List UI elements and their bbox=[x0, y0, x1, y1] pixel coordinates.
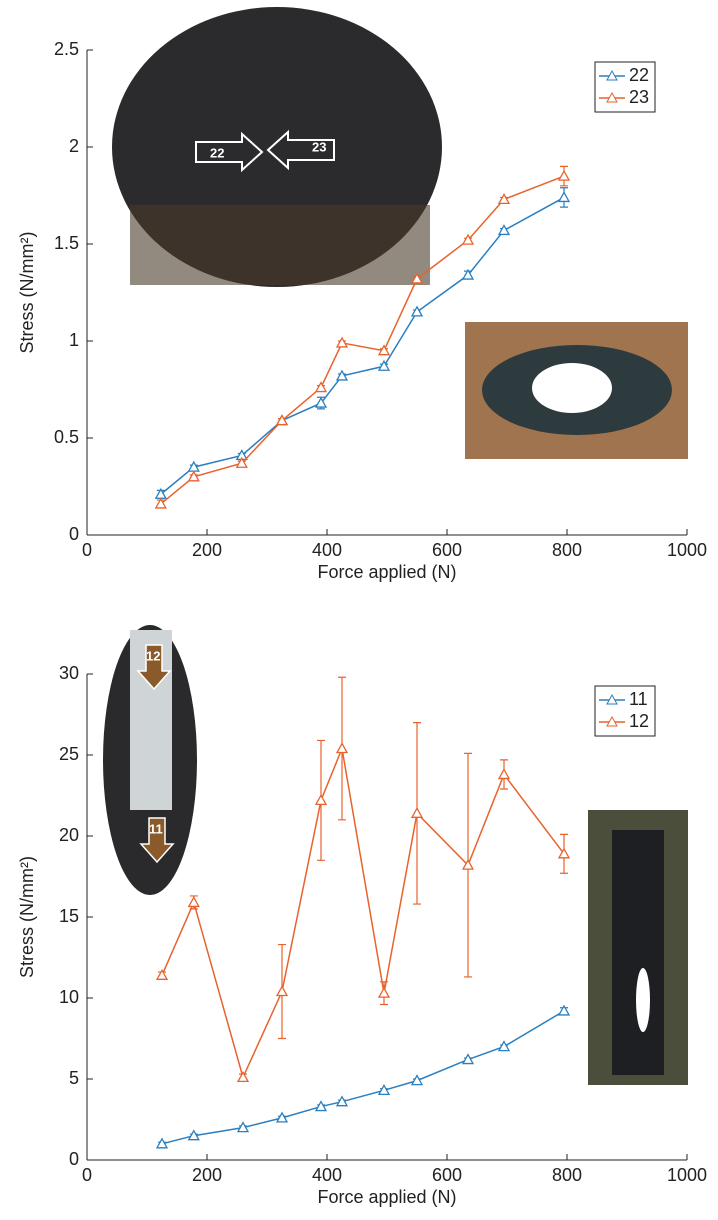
inset-label: 12 bbox=[146, 648, 160, 663]
y-tick-label: 1 bbox=[69, 330, 79, 350]
y-tick-label: 30 bbox=[59, 663, 79, 683]
x-tick-label: 0 bbox=[82, 1165, 92, 1185]
marker bbox=[412, 1076, 422, 1085]
photo-mask bbox=[532, 363, 612, 413]
x-tick-label: 400 bbox=[312, 540, 342, 560]
inset-label: 11 bbox=[149, 821, 163, 836]
x-axis-label: Force applied (N) bbox=[317, 1187, 456, 1207]
x-tick-label: 200 bbox=[192, 540, 222, 560]
marker bbox=[379, 988, 389, 997]
x-tick-label: 1000 bbox=[667, 1165, 707, 1185]
y-tick-label: 10 bbox=[59, 987, 79, 1007]
figure: 22 23 12 11 00.511.522.50200400600800100… bbox=[0, 0, 718, 1220]
y-tick-label: 0 bbox=[69, 1149, 79, 1169]
y-tick-label: 25 bbox=[59, 744, 79, 764]
x-tick-label: 600 bbox=[432, 1165, 462, 1185]
marker bbox=[189, 897, 199, 906]
marker bbox=[559, 171, 569, 180]
marker bbox=[412, 307, 422, 316]
y-tick-label: 0 bbox=[69, 524, 79, 544]
x-tick-label: 800 bbox=[552, 540, 582, 560]
marker bbox=[412, 808, 422, 817]
series-line bbox=[162, 1011, 564, 1144]
x-tick-label: 0 bbox=[82, 540, 92, 560]
marker bbox=[499, 1042, 509, 1051]
marker bbox=[499, 194, 509, 203]
legend-label: 12 bbox=[629, 711, 649, 731]
series-line bbox=[162, 749, 564, 1078]
marker bbox=[316, 383, 326, 392]
inset-label: 23 bbox=[312, 139, 326, 154]
photo-detail bbox=[612, 830, 664, 1075]
y-axis-label: Stress (N/mm²) bbox=[17, 232, 37, 354]
marker bbox=[379, 361, 389, 370]
marker bbox=[499, 769, 509, 778]
inset-label: 22 bbox=[210, 145, 224, 160]
photo-detail bbox=[130, 205, 430, 285]
y-tick-label: 5 bbox=[69, 1068, 79, 1088]
photo-mask bbox=[636, 968, 650, 1032]
marker bbox=[277, 987, 287, 996]
marker bbox=[499, 225, 509, 234]
legend-label: 23 bbox=[629, 87, 649, 107]
marker bbox=[316, 795, 326, 804]
y-tick-label: 15 bbox=[59, 906, 79, 926]
y-tick-label: 2 bbox=[69, 136, 79, 156]
x-tick-label: 1000 bbox=[667, 540, 707, 560]
legend-label: 11 bbox=[629, 689, 648, 709]
marker bbox=[559, 192, 569, 201]
x-tick-label: 600 bbox=[432, 540, 462, 560]
y-tick-label: 1.5 bbox=[54, 233, 79, 253]
x-tick-label: 400 bbox=[312, 1165, 342, 1185]
y-axis-label: Stress (N/mm²) bbox=[17, 856, 37, 978]
x-tick-label: 800 bbox=[552, 1165, 582, 1185]
x-tick-label: 200 bbox=[192, 1165, 222, 1185]
y-tick-label: 20 bbox=[59, 825, 79, 845]
x-axis-label: Force applied (N) bbox=[317, 562, 456, 582]
marker bbox=[337, 744, 347, 753]
marker bbox=[337, 338, 347, 347]
y-tick-label: 2.5 bbox=[54, 39, 79, 59]
legend-label: 22 bbox=[629, 65, 649, 85]
y-tick-label: 0.5 bbox=[54, 427, 79, 447]
